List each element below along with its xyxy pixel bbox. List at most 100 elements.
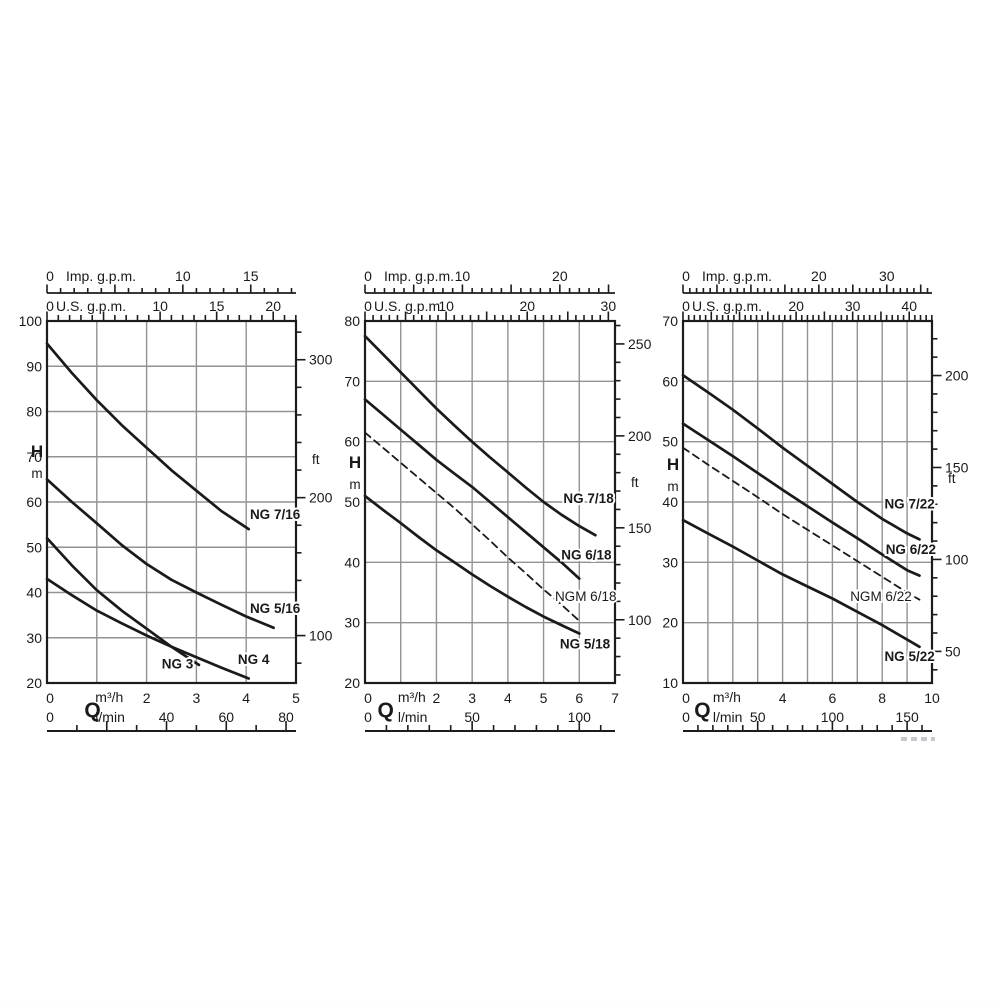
curve-ng-7-16 <box>45 342 251 531</box>
y-axis-m-tick-label: 30 <box>344 615 360 631</box>
x-axis-lmin-tick-label: 100 <box>568 709 592 725</box>
curve-ng-3 <box>45 536 201 667</box>
x-axis-m3h-tick-label: 4 <box>504 690 512 706</box>
x-axis-m3h-tick-label: 0 <box>364 690 372 706</box>
x-axis-m3h-tick-label: 3 <box>468 690 476 706</box>
x-axis-unit-m3h: m³/h <box>398 689 426 705</box>
curve-label-ng-4: NG 4 <box>238 652 270 667</box>
x-axis-m3h-tick-label: 0 <box>682 690 690 706</box>
imp-gpm-tick-label: 20 <box>811 268 827 284</box>
x-axis-lmin-tick-label: 50 <box>464 709 480 725</box>
curve-label-ng-5-22: NG 5/22 <box>884 649 934 664</box>
us-gpm-tick-label: 40 <box>901 298 917 314</box>
imp-gpm-zero-label: 0 <box>364 268 372 284</box>
y-axis-unit-ft: ft <box>631 475 639 490</box>
x-axis-lmin-tick-label: 80 <box>278 709 294 725</box>
y-axis-m-tick-label: 70 <box>662 313 678 329</box>
x-axis-m3h-tick-label: 5 <box>292 690 300 706</box>
curve-label-ngm-6-22: NGM 6/22 <box>850 589 912 604</box>
imp-gpm-tick-label: 15 <box>243 268 259 284</box>
y-axis-m-tick-label: 60 <box>344 434 360 450</box>
y-axis-m-tick-label: 90 <box>26 358 42 374</box>
x-axis-lmin-tick-label: 100 <box>821 709 845 725</box>
curve-ng-6-22 <box>681 422 921 577</box>
x-axis-m3h-tick-label: 7 <box>611 690 619 706</box>
y-axis-unit-m: m <box>31 466 42 481</box>
y-axis-m-tick-label: 20 <box>26 675 42 691</box>
x-axis-lmin-tick-label: 0 <box>46 709 54 725</box>
y-axis-m-tick-label: 60 <box>662 373 678 389</box>
y-axis-ft-tick-label: 50 <box>945 643 961 659</box>
x-axis-m3h-tick-label: 3 <box>193 690 201 706</box>
y-axis-m-tick-label: 20 <box>662 615 678 631</box>
x-axis-lmin-tick-label: 40 <box>159 709 175 725</box>
x-axis-m3h-tick-label: 2 <box>433 690 441 706</box>
y-axis-m-tick-label: 60 <box>26 494 42 510</box>
y-axis-ft-tick-label: 250 <box>628 336 652 352</box>
imp-gpm-tick-label: 20 <box>552 268 568 284</box>
y-axis-m-tick-label: 40 <box>26 585 42 601</box>
y-axis-m-tick-label: 40 <box>662 494 678 510</box>
y-axis-title-H: H <box>667 455 679 474</box>
curve-ng-5-16 <box>45 478 275 630</box>
y-axis-m-tick-label: 80 <box>344 313 360 329</box>
y-axis-ft-tick-label: 100 <box>628 612 652 628</box>
y-axis-m-tick-label: 30 <box>26 630 42 646</box>
curve-label-ng-7-18: NG 7/18 <box>563 491 614 506</box>
y-axis-title-H: H <box>349 453 361 472</box>
y-axis-m-tick-label: 50 <box>662 434 678 450</box>
y-axis-ft-tick-label: 300 <box>309 352 333 368</box>
x-axis-lmin-tick-label: 0 <box>682 709 690 725</box>
us-gpm-axis-title: U.S. g.p.m. <box>56 298 126 314</box>
us-gpm-axis-title: U.S. g.p.m. <box>692 298 762 314</box>
curve-label-ng-5-18: NG 5/18 <box>560 636 611 651</box>
y-axis-unit-m: m <box>667 479 678 494</box>
y-axis-ft-tick-label: 100 <box>945 551 969 567</box>
grid <box>47 321 296 683</box>
imp-gpm-zero-label: 0 <box>682 268 690 284</box>
curve-label-ng-7-16: NG 7/16 <box>250 507 301 522</box>
x-axis-m3h-tick-label: 5 <box>540 690 548 706</box>
plot-border <box>363 319 617 685</box>
y-axis-unit-ft: ft <box>948 471 956 486</box>
y-axis-m-tick-label: 80 <box>26 404 42 420</box>
x-axis-title-Q: Q <box>378 699 394 722</box>
curve-label-ng-7-22: NG 7/22 <box>884 496 934 511</box>
curve-ng-7-18 <box>363 334 597 537</box>
curve-ng-6-18 <box>363 398 581 580</box>
x-axis-m3h-tick-label: 4 <box>242 690 250 706</box>
imp-gpm-tick-label: 10 <box>455 268 471 284</box>
y-axis-m-tick-label: 100 <box>19 313 43 329</box>
x-axis-lmin-tick-label: 150 <box>895 709 919 725</box>
us-gpm-tick-label: 20 <box>265 298 281 314</box>
x-axis-lmin-tick-label: 50 <box>750 709 766 725</box>
curve-label-ng-6-22: NG 6/22 <box>886 542 936 557</box>
us-gpm-tick-label: 10 <box>438 298 454 314</box>
y-axis-m-tick-label: 50 <box>26 539 42 555</box>
y-axis-m-tick-label: 70 <box>344 373 360 389</box>
imp-gpm-tick-label: 10 <box>175 268 191 284</box>
y-axis-ft-tick-label: 150 <box>628 520 652 536</box>
y-axis-m-tick-label: 30 <box>662 554 678 570</box>
imp-gpm-zero-label: 0 <box>46 268 54 284</box>
y-axis-unit-ft: ft <box>312 452 320 467</box>
x-axis-unit-lmin: l/min <box>713 709 743 725</box>
x-axis-m3h-tick-label: 0 <box>46 690 54 706</box>
curve-ng-7-22 <box>681 373 921 541</box>
y-axis-title-H: H <box>31 442 43 461</box>
y-axis-ft-tick-label: 200 <box>945 368 969 384</box>
grid <box>683 321 932 683</box>
us-gpm-tick-label: 20 <box>519 298 535 314</box>
curve-ng-5-22 <box>681 518 921 649</box>
curve-ng-4 <box>45 577 251 680</box>
us-gpm-tick-label: 30 <box>601 298 617 314</box>
x-axis-title-Q: Q <box>84 699 100 722</box>
y-axis-m-tick-label: 20 <box>344 675 360 691</box>
x-axis-unit-lmin: l/min <box>95 709 125 725</box>
x-axis-m3h-tick-label: 8 <box>878 690 886 706</box>
imp-gpm-tick-label: 30 <box>879 268 895 284</box>
us-gpm-zero-label: 0 <box>682 298 690 314</box>
